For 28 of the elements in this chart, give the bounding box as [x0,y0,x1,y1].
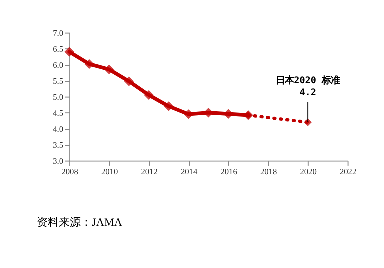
point [164,102,174,112]
point [64,47,74,57]
point [144,90,154,100]
x-tick-label: 2022 [340,167,357,176]
point [224,109,234,119]
point [124,76,134,86]
y-tick-label: 5.0 [53,93,64,102]
y-tick-label: 5.5 [53,77,64,86]
point [204,108,214,118]
x-tick-label: 2008 [62,167,78,176]
y-tick-label: 4.5 [53,109,64,118]
x-tick-label: 2018 [260,167,278,176]
y-tick-label: 4.0 [53,125,64,134]
point [104,64,114,75]
y-tick-label: 6.5 [53,45,64,54]
point [184,110,194,120]
x-tick-label: 2016 [220,167,238,176]
x-tick-label: 2012 [141,167,158,176]
x-tick-label: 2010 [101,167,118,176]
y-tick-label: 3.0 [53,157,64,166]
y-tick-label: 3.5 [53,141,64,150]
annotation: 日本2020 标准 4.2 [276,75,340,99]
y-tick-label: 7.0 [53,29,64,38]
point [84,59,94,70]
text: 资料来源：JAMA [37,216,122,229]
x-tick-label: 2014 [180,167,198,176]
x-tick-label: 2020 [300,167,317,176]
y-tick-label: 6.0 [53,61,64,70]
